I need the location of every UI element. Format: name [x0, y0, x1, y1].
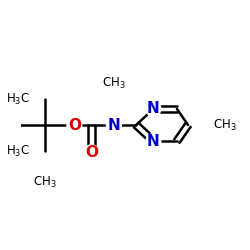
Circle shape [106, 118, 121, 132]
Circle shape [146, 134, 161, 148]
Text: O: O [68, 118, 81, 132]
Text: CH$_3$: CH$_3$ [33, 175, 56, 190]
Text: CH$_3$: CH$_3$ [213, 118, 236, 132]
Circle shape [146, 102, 161, 116]
Circle shape [84, 145, 99, 160]
Text: N: N [108, 118, 120, 132]
Text: H$_3$C: H$_3$C [6, 92, 30, 106]
Text: N: N [147, 134, 160, 148]
Text: CH$_3$: CH$_3$ [102, 76, 126, 91]
Text: O: O [85, 145, 98, 160]
Circle shape [67, 118, 82, 132]
Text: H$_3$C: H$_3$C [6, 144, 30, 158]
Text: N: N [147, 102, 160, 116]
